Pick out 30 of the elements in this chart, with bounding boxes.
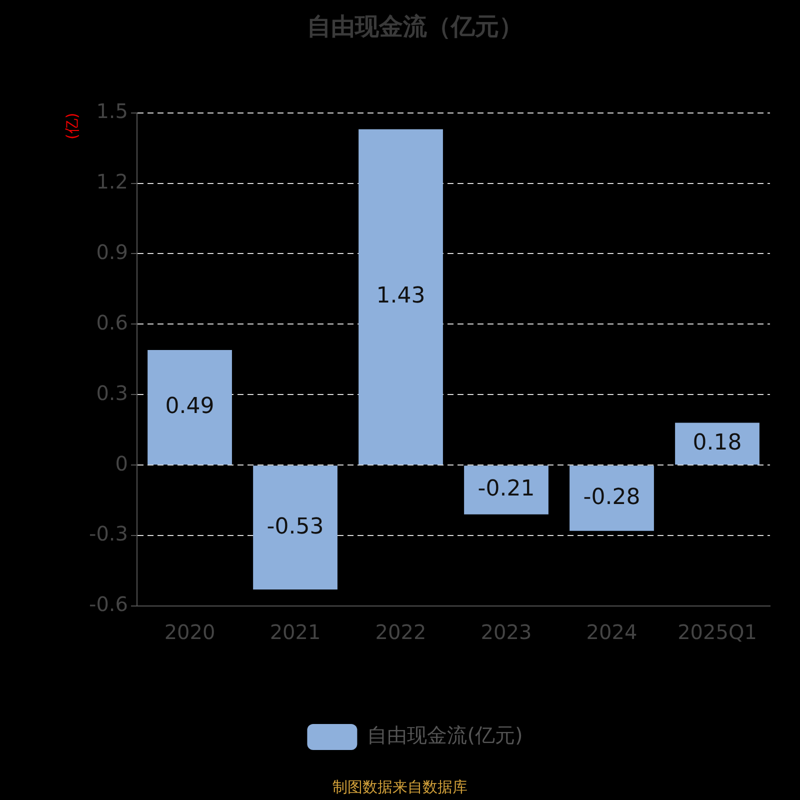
y-tick-label: -0.6 xyxy=(88,592,128,616)
data-label: -0.53 xyxy=(266,514,324,540)
x-tick-label: 2020 xyxy=(164,620,216,644)
bar xyxy=(358,129,443,465)
bar xyxy=(675,422,760,465)
x-tick-label: 2022 xyxy=(375,620,426,644)
data-label: 1.43 xyxy=(376,284,426,309)
x-tick-label: 2021 xyxy=(270,620,321,644)
y-axis-title: (亿) xyxy=(62,112,81,140)
data-label: -0.21 xyxy=(478,476,535,502)
y-tick-label: 0.9 xyxy=(96,240,128,264)
data-label: 0.18 xyxy=(692,430,742,456)
bar xyxy=(253,466,338,590)
y-tick-label: 0 xyxy=(115,451,128,476)
x-tick-label: 2023 xyxy=(480,620,532,644)
bar xyxy=(464,466,548,514)
y-tick-label: 1.5 xyxy=(96,99,128,124)
text: 制图数据来自数据库 xyxy=(332,778,468,796)
bar xyxy=(148,350,232,465)
bar xyxy=(570,466,654,531)
data-label: 0.49 xyxy=(165,394,214,420)
data-label: -0.28 xyxy=(583,484,640,510)
y-tick-label: 0.6 xyxy=(96,310,128,334)
y-tick-label: 1.2 xyxy=(96,169,128,194)
x-tick-label: 2025Q1 xyxy=(678,620,757,644)
chart-title: 自由现金流（亿元） xyxy=(307,12,523,41)
y-tick-label: 0.3 xyxy=(96,380,128,405)
legend-label: 自由现金流(亿元) xyxy=(367,723,523,748)
x-tick-label: 2024 xyxy=(586,620,638,644)
y-tick-label: -0.3 xyxy=(88,522,128,546)
